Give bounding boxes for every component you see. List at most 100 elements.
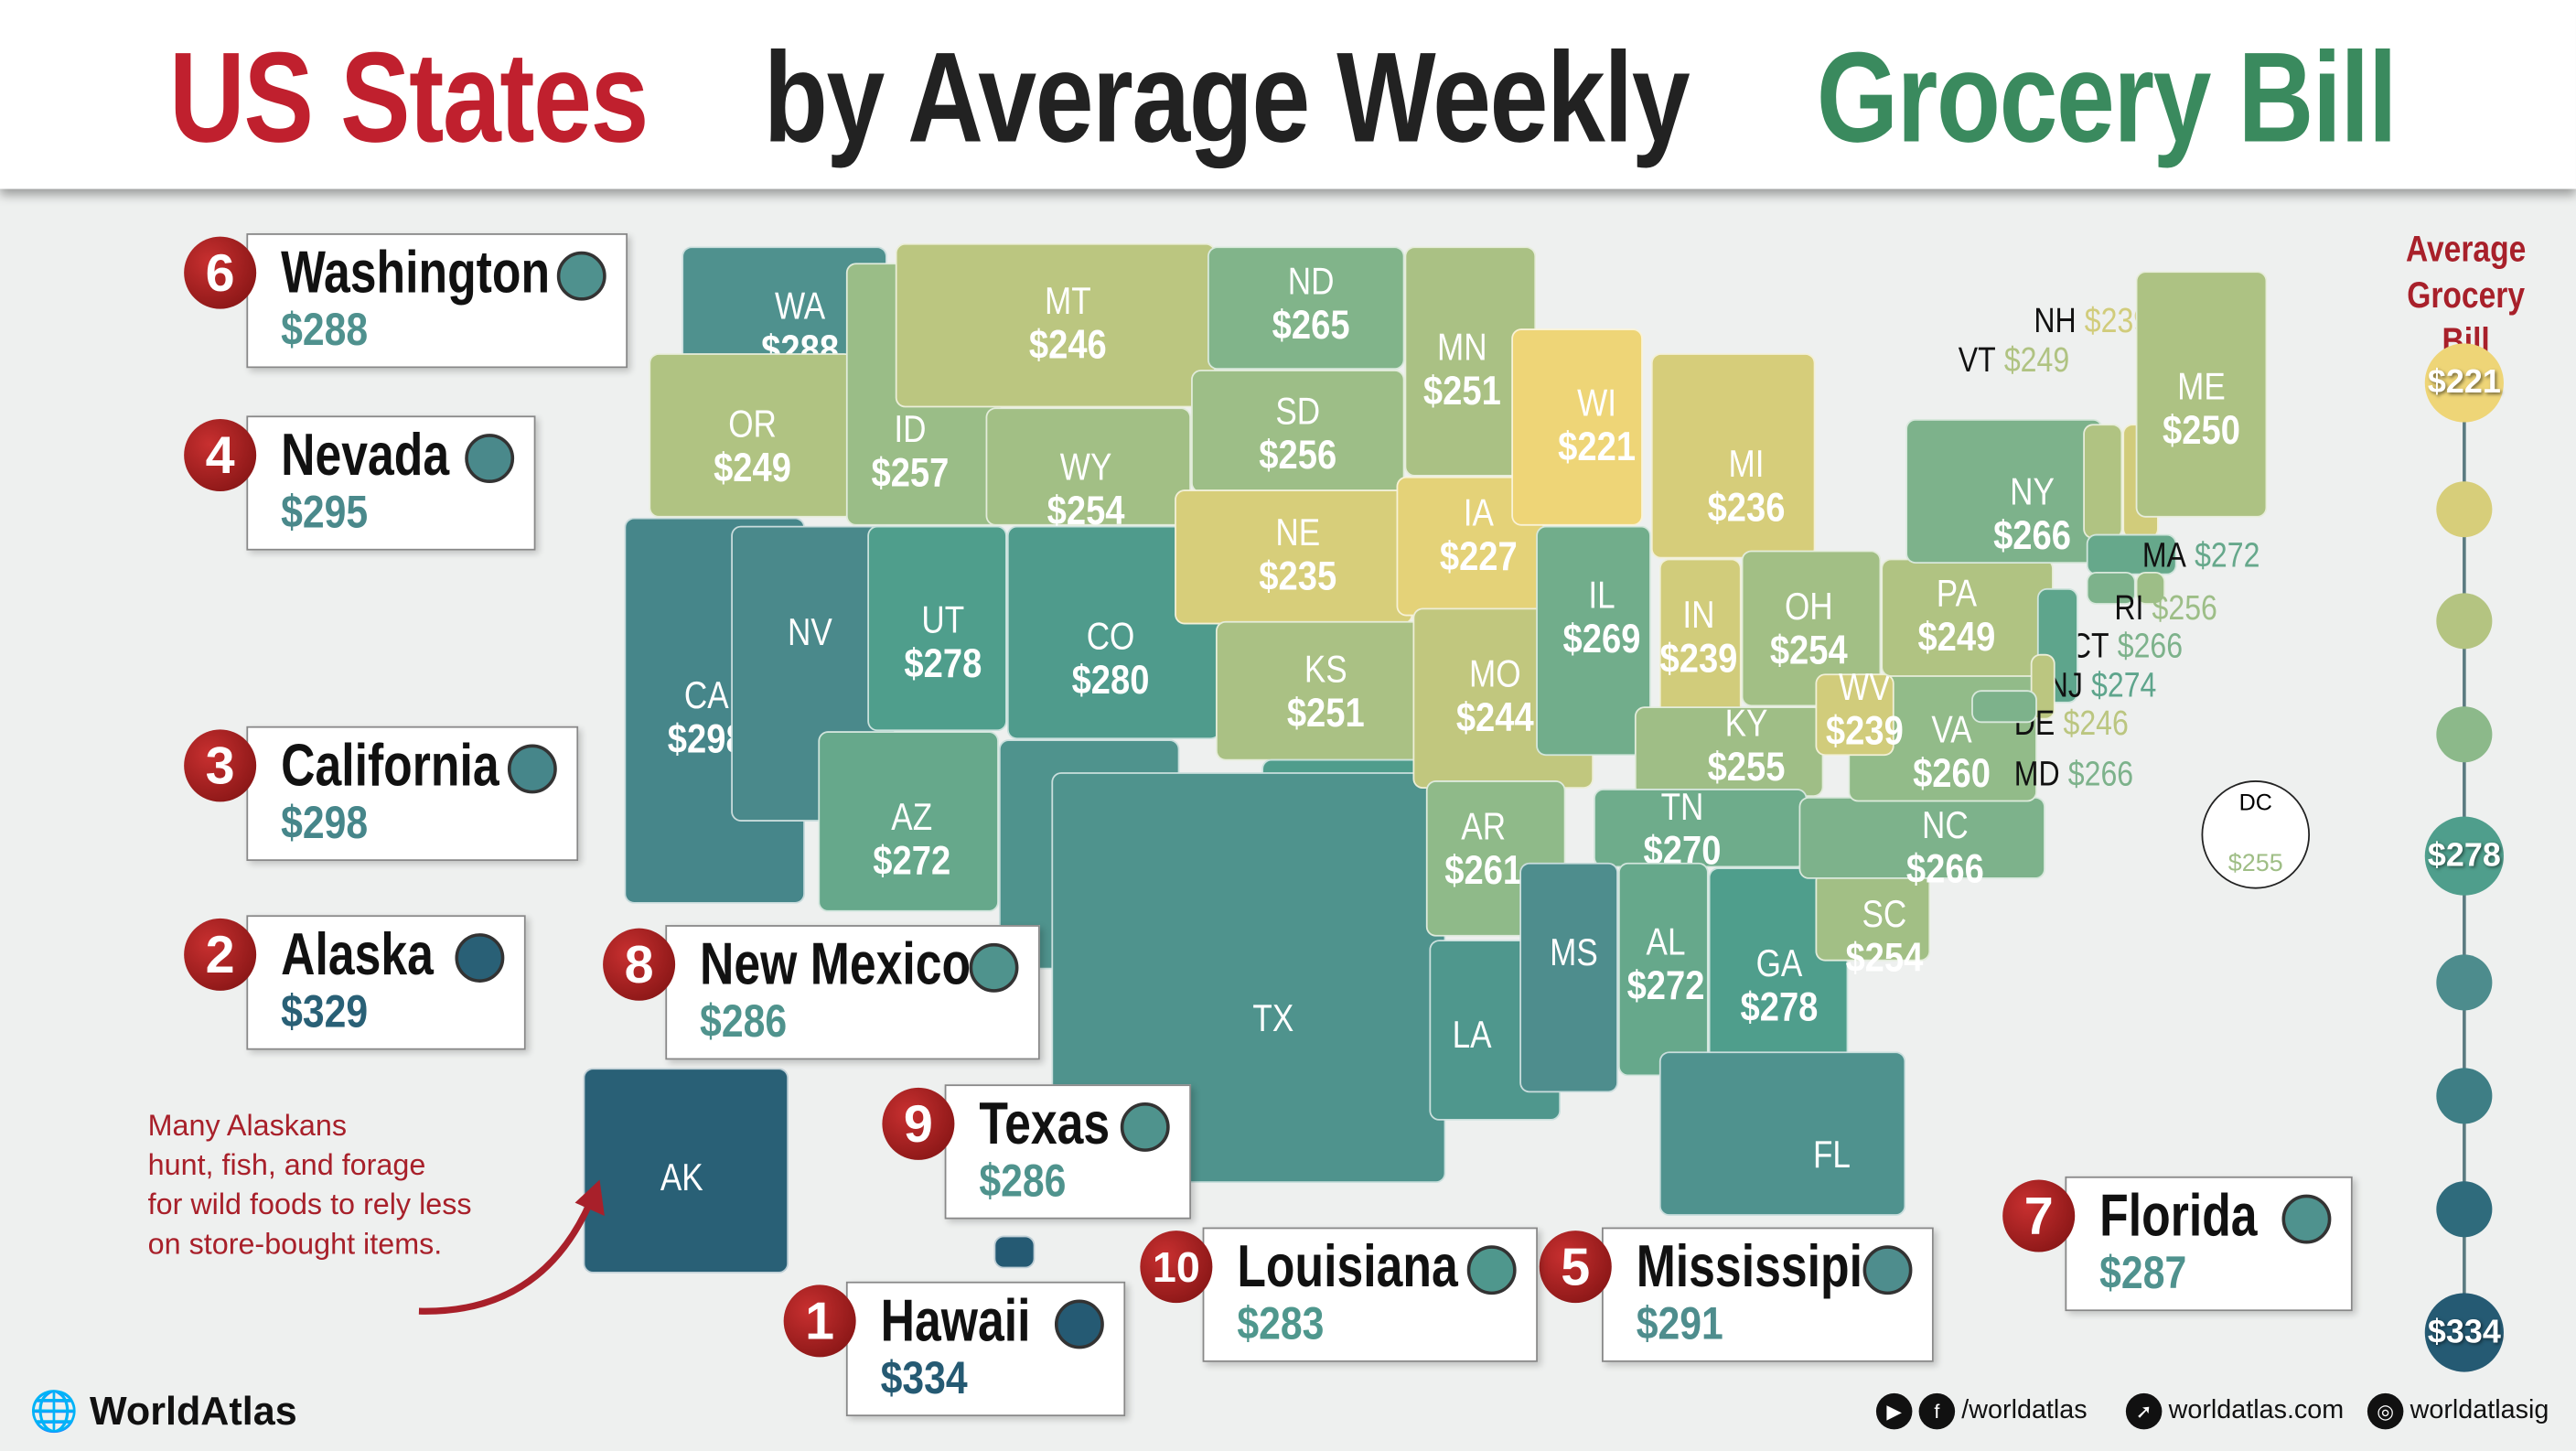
state-label-co: CO $280 <box>1072 615 1150 704</box>
state-abbr: IL <box>1588 573 1615 617</box>
state-label-ky: KY $255 <box>1708 702 1786 790</box>
state-abbr: OR <box>728 402 777 446</box>
legend-swatch <box>2436 706 2493 763</box>
state-ne[interactable] <box>1175 489 1413 625</box>
state-ny[interactable] <box>1905 418 2103 564</box>
state-label-ia: IA $227 <box>1440 491 1518 580</box>
callout-value: $329 <box>281 985 369 1037</box>
state-abbr: TX <box>1252 996 1294 1039</box>
state-value: $278 <box>904 640 982 687</box>
state-ky[interactable] <box>1634 706 1824 798</box>
state-fl[interactable] <box>1658 1051 1906 1216</box>
callout-hawaii: Hawaii $334 <box>845 1281 1126 1417</box>
state-label-wy: WY $254 <box>1047 446 1125 534</box>
state-abbr: VA <box>1931 708 1972 751</box>
state-label-me: ME $250 <box>2163 365 2240 454</box>
state-abbr: AK <box>660 1155 703 1199</box>
website-link[interactable]: ➚ worldatlas.com <box>2125 1392 2345 1430</box>
annotation-arrow-icon <box>418 1179 605 1315</box>
state-ms[interactable] <box>1519 862 1618 1093</box>
state-abbr: MN <box>1437 325 1487 369</box>
state-wy[interactable] <box>985 407 1192 526</box>
state-me[interactable] <box>2135 271 2268 518</box>
state-mi[interactable] <box>1650 353 1816 559</box>
legend-swatch <box>2436 1181 2493 1238</box>
state-ri[interactable] <box>2135 571 2165 605</box>
annotation-line: Many Alaskans <box>147 1109 348 1143</box>
state-az[interactable] <box>818 731 999 912</box>
state-wi[interactable] <box>1511 328 1643 526</box>
state-value: $249 <box>2003 341 2070 380</box>
mississippi-flag-icon <box>1862 1245 1913 1295</box>
state-abbr: AZ <box>891 795 933 838</box>
callout-value: $291 <box>1636 1297 1723 1349</box>
callout-value: $295 <box>281 486 369 538</box>
rank-badge: 10 <box>1140 1231 1213 1304</box>
state-in[interactable] <box>1658 558 1742 732</box>
state-value: $274 <box>2091 667 2157 705</box>
state-abbr: NY <box>2010 469 2055 513</box>
rank-badge: 2 <box>184 918 257 991</box>
state-label-oh: OH $254 <box>1770 585 1848 673</box>
state-label-id: ID $257 <box>871 407 949 496</box>
state-abbr: ME <box>2177 364 2226 408</box>
state-value: $256 <box>1259 432 1337 478</box>
state-abbr: FL <box>1812 1133 1851 1176</box>
state-label-la: LA <box>1453 1013 1492 1057</box>
state-mt[interactable] <box>895 242 1216 408</box>
state-wv[interactable] <box>1815 673 1894 757</box>
state-label-az: AZ $272 <box>873 795 950 884</box>
website-text: worldatlas.com <box>2168 1396 2345 1425</box>
callout-name: New Mexico <box>700 930 971 998</box>
state-abbr: IA <box>1463 490 1494 534</box>
state-sd[interactable] <box>1191 370 1405 493</box>
state-value: $261 <box>1444 847 1523 894</box>
state-label-ar: AR $261 <box>1444 805 1522 894</box>
state-abbr: OH <box>1784 585 1833 629</box>
state-label-va: VA $260 <box>1913 708 1991 797</box>
state-md[interactable] <box>1971 690 2037 724</box>
state-hi[interactable] <box>993 1235 1036 1269</box>
state-abbr: MO <box>1468 651 1521 695</box>
state-value: $255 <box>2227 849 2283 878</box>
rank-badge: 5 <box>1539 1231 1612 1304</box>
state-abbr: GA <box>1755 941 1803 984</box>
state-al[interactable] <box>1617 862 1709 1077</box>
new-mexico-flag-icon <box>969 942 1019 993</box>
state-ut[interactable] <box>867 525 1007 732</box>
state-value: $266 <box>2117 628 2184 666</box>
rank-badge: 7 <box>2002 1179 2076 1252</box>
state-nc[interactable] <box>1798 797 2045 879</box>
worldatlas-logo[interactable]: 🌐 WorldAtlas <box>29 1389 296 1436</box>
state-abbr: VT <box>1958 341 1996 380</box>
state-ak[interactable] <box>583 1068 789 1274</box>
state-de[interactable] <box>2030 653 2055 720</box>
logo-text: WorldAtlas <box>89 1390 297 1435</box>
state-abbr: WI <box>1577 381 1617 425</box>
facebook-icon: f <box>1918 1392 1956 1430</box>
instagram-link[interactable]: ◎ worldatlasig <box>2367 1392 2549 1430</box>
state-label-or: OR $249 <box>714 403 791 491</box>
instagram-text: worldatlasig <box>2410 1396 2549 1425</box>
state-il[interactable] <box>1536 525 1651 757</box>
state-label-ak: AK <box>660 1155 703 1199</box>
state-abbr: NE <box>1275 511 1321 554</box>
state-value: $249 <box>714 445 791 491</box>
state-label-sc: SC $254 <box>1845 892 1923 981</box>
state-abbr: DC <box>2238 789 2272 815</box>
title-part-3: Grocery Bill <box>1815 24 2397 169</box>
state-sc[interactable] <box>1815 870 1931 962</box>
state-ct[interactable] <box>2086 571 2136 605</box>
state-value: $272 <box>2195 537 2260 575</box>
state-nd[interactable] <box>1207 246 1405 371</box>
state-vt[interactable] <box>2083 424 2123 540</box>
callout-new-mexico: New Mexico $286 <box>665 925 1040 1060</box>
state-label-vt: VT $249 <box>1959 342 2069 382</box>
state-pa[interactable] <box>1881 558 2054 677</box>
state-abbr: CA <box>683 673 729 717</box>
social-link[interactable]: ▶ f /worldatlas <box>1875 1392 2088 1430</box>
state-abbr: MS <box>1550 930 1598 974</box>
callout-name: Mississipi <box>1636 1231 1862 1300</box>
state-abbr: NC <box>1921 803 1969 846</box>
state-abbr: NH <box>2034 302 2077 340</box>
